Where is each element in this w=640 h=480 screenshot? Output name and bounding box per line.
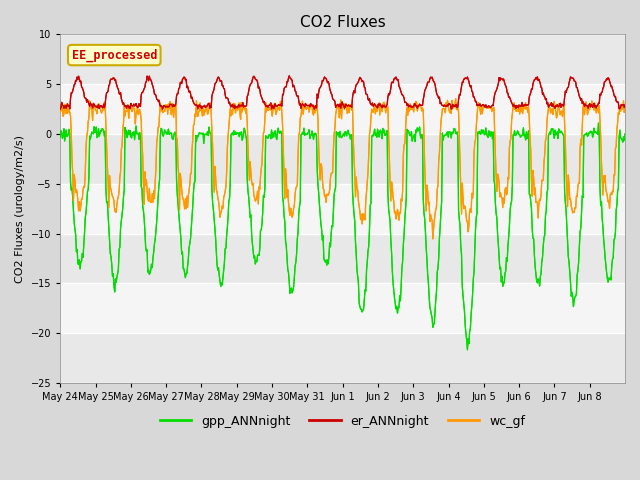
Bar [60, 184, 625, 234]
Bar [60, 84, 625, 134]
Legend: gpp_ANNnight, er_ANNnight, wc_gf: gpp_ANNnight, er_ANNnight, wc_gf [155, 410, 530, 433]
Bar [60, 34, 625, 84]
Text: EE_processed: EE_processed [72, 48, 157, 62]
Bar [60, 234, 625, 284]
Bar [60, 134, 625, 184]
Bar [60, 284, 625, 334]
Y-axis label: CO2 Fluxes (urology/m2/s): CO2 Fluxes (urology/m2/s) [15, 134, 25, 283]
Bar [60, 334, 625, 384]
Title: CO2 Fluxes: CO2 Fluxes [300, 15, 385, 30]
